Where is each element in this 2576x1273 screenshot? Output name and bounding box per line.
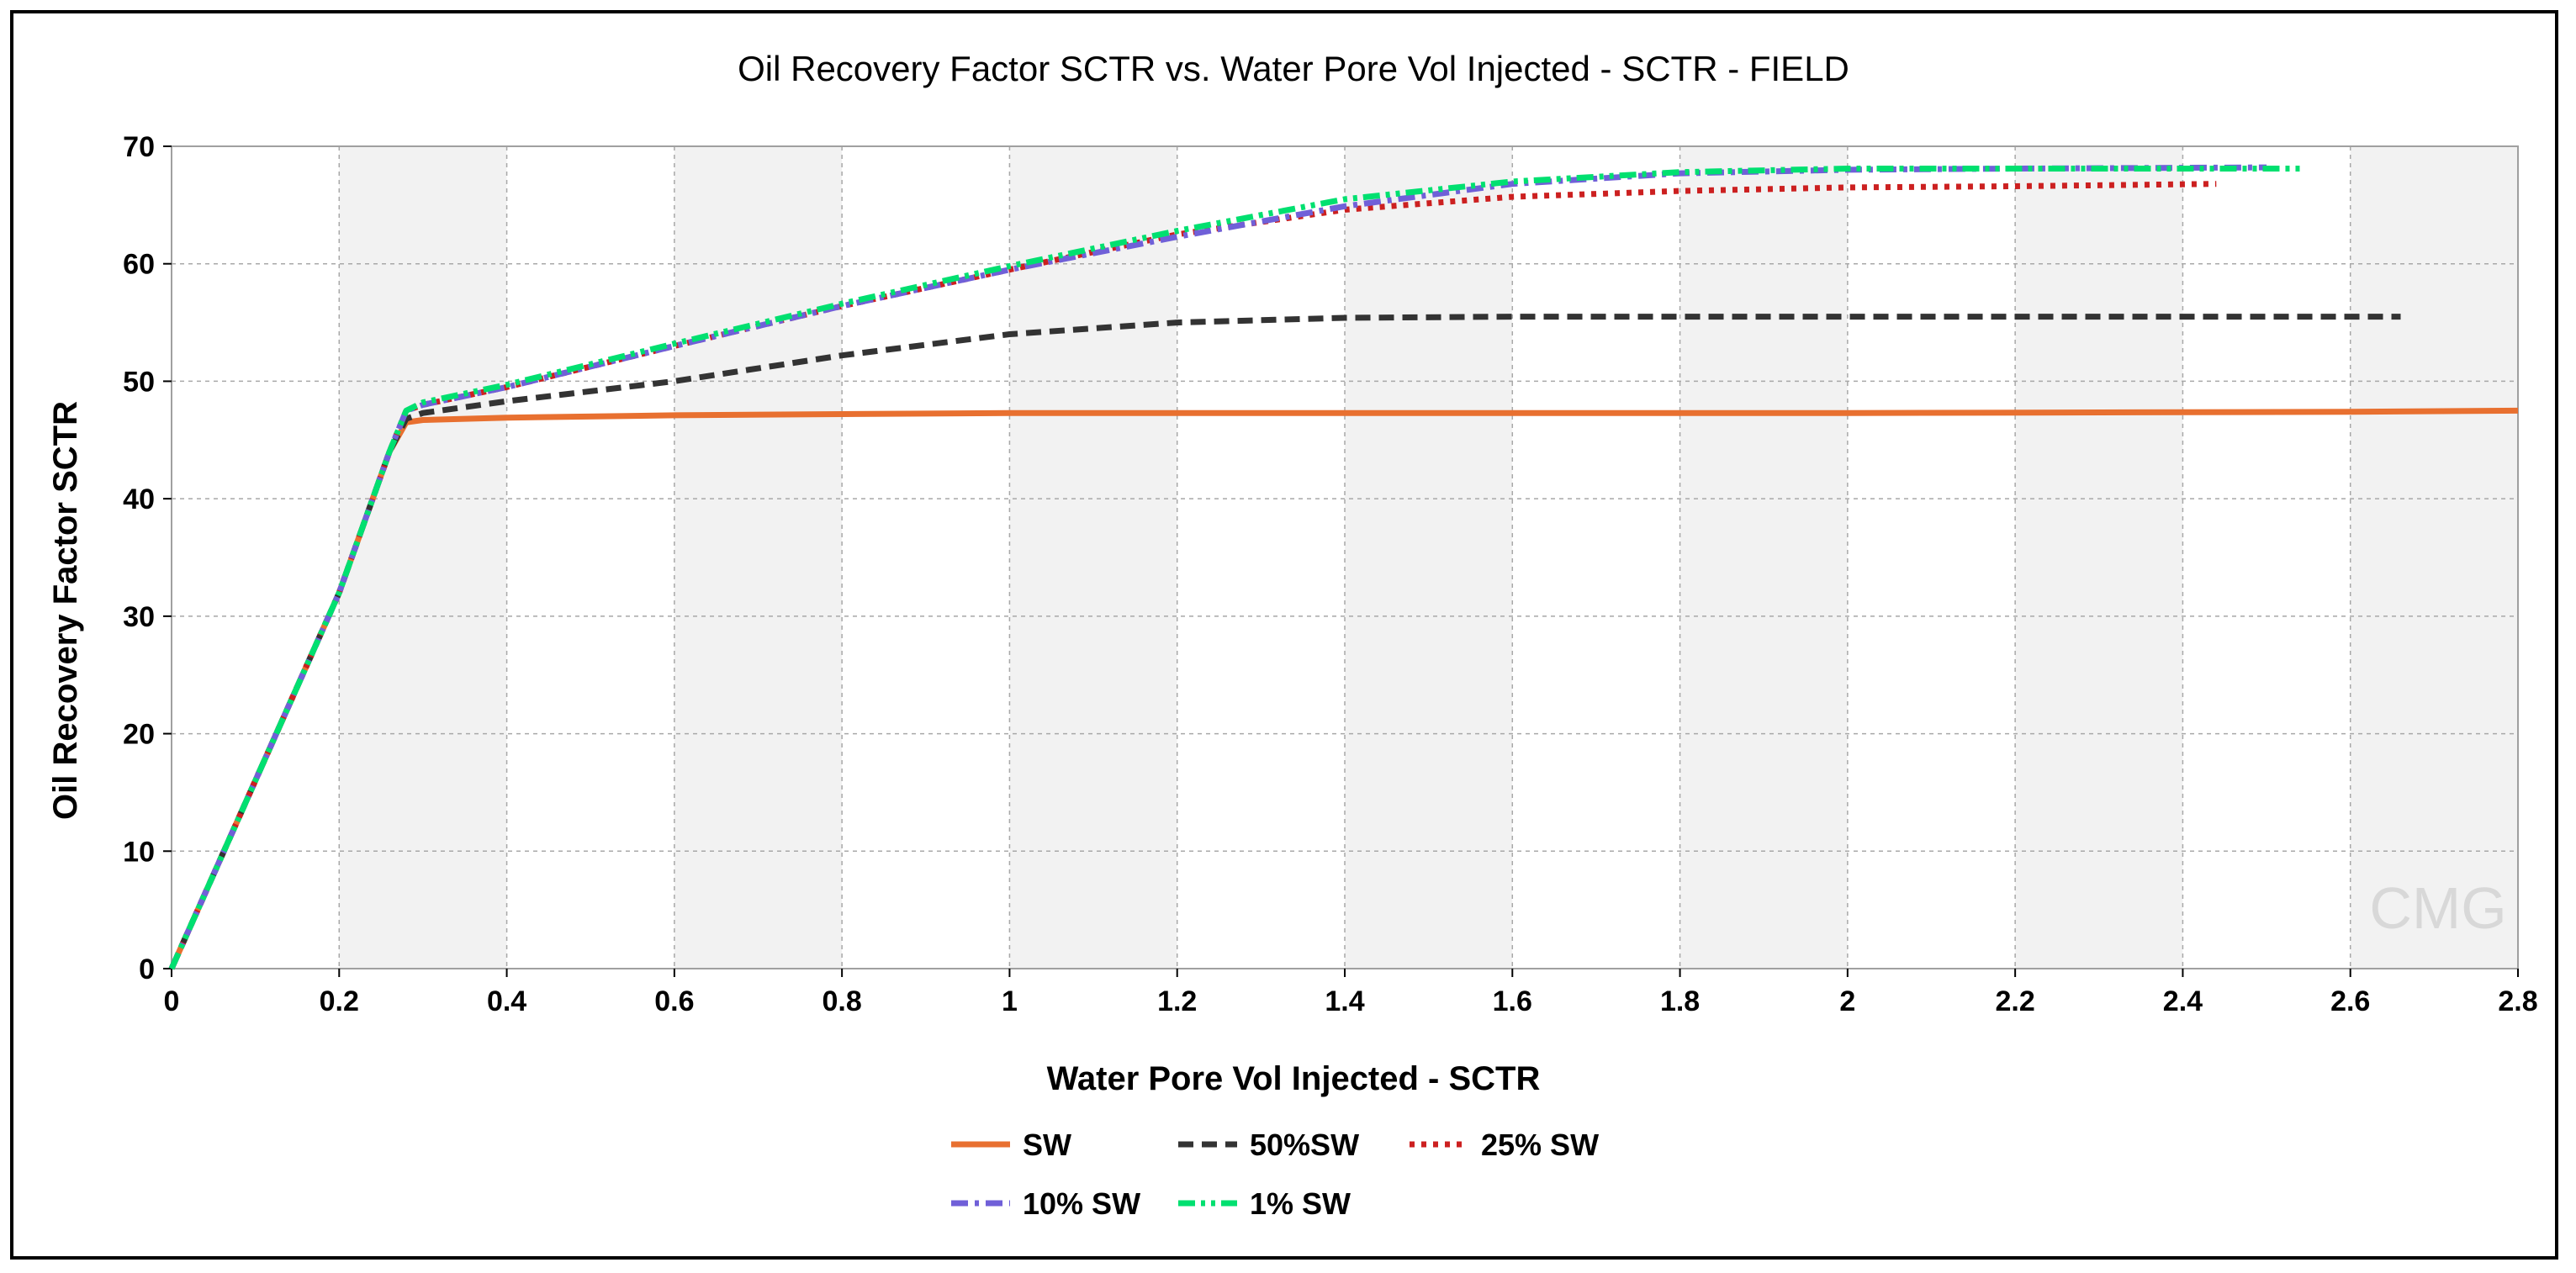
y-tick-label: 30: [123, 601, 155, 633]
x-tick-label: 2.6: [2330, 985, 2370, 1017]
series-line-2: [168, 314, 2401, 970]
series-line-5: [168, 166, 2300, 970]
legend: SW 50%SW 25% SW 10% SW 1% SW: [951, 1128, 1599, 1221]
legend-label-3: 25% SW: [1481, 1128, 1599, 1162]
legend-label-1: SW: [1023, 1128, 1071, 1162]
chart-svg: Oil Recovery Factor SCTR vs. Water Pore …: [47, 49, 2538, 1221]
x-tick-label: 1.4: [1325, 985, 1364, 1017]
plot-band: [1679, 146, 1848, 969]
x-tick-label: 2.2: [1996, 985, 2035, 1017]
chart-title: Oil Recovery Factor SCTR vs. Water Pore …: [738, 49, 1849, 88]
y-tick-label: 10: [123, 836, 155, 868]
x-tick-label: 0: [164, 985, 180, 1017]
x-tick-label: 0.8: [823, 985, 862, 1017]
y-tick-label: 40: [123, 483, 155, 515]
x-tick-label: 1.8: [1660, 985, 1700, 1017]
x-tick-label: 2: [1839, 985, 1855, 1017]
plot-band: [674, 146, 843, 969]
y-tick-label: 20: [123, 719, 155, 751]
chart-frame: Oil Recovery Factor SCTR vs. Water Pore …: [10, 10, 2558, 1260]
plot-band: [339, 146, 507, 969]
series-line-3: [168, 181, 2217, 970]
x-axis-label: Water Pore Vol Injected - SCTR: [1047, 1060, 1541, 1097]
y-tick-label: 70: [123, 131, 155, 163]
x-tick-label: 1.2: [1157, 985, 1197, 1017]
y-tick-label: 0: [139, 953, 155, 985]
legend-label-4: 10% SW: [1023, 1186, 1140, 1221]
cmg-watermark: CMG: [2369, 875, 2506, 941]
x-tick-label: 0.4: [487, 985, 526, 1017]
legend-label-5: 1% SW: [1250, 1186, 1351, 1221]
plot-band: [2015, 146, 2183, 969]
legend-label-2: 50%SW: [1250, 1128, 1359, 1162]
y-tick-label: 60: [123, 249, 155, 281]
x-tick-label: 2.4: [2163, 985, 2203, 1017]
x-tick-label: 0.2: [320, 985, 359, 1017]
x-tick-label: 0.6: [654, 985, 694, 1017]
x-tick-label: 1.6: [1493, 985, 1532, 1017]
y-axis-label: Oil Recovery Factor SCTR: [47, 401, 84, 820]
plot-band: [2350, 146, 2518, 969]
y-tick-label: 50: [123, 366, 155, 398]
plot-band: [1009, 146, 1177, 969]
x-tick-label: 2.8: [2498, 985, 2537, 1017]
plot-band: [1345, 146, 1513, 969]
x-tick-label: 1: [1002, 985, 1018, 1017]
